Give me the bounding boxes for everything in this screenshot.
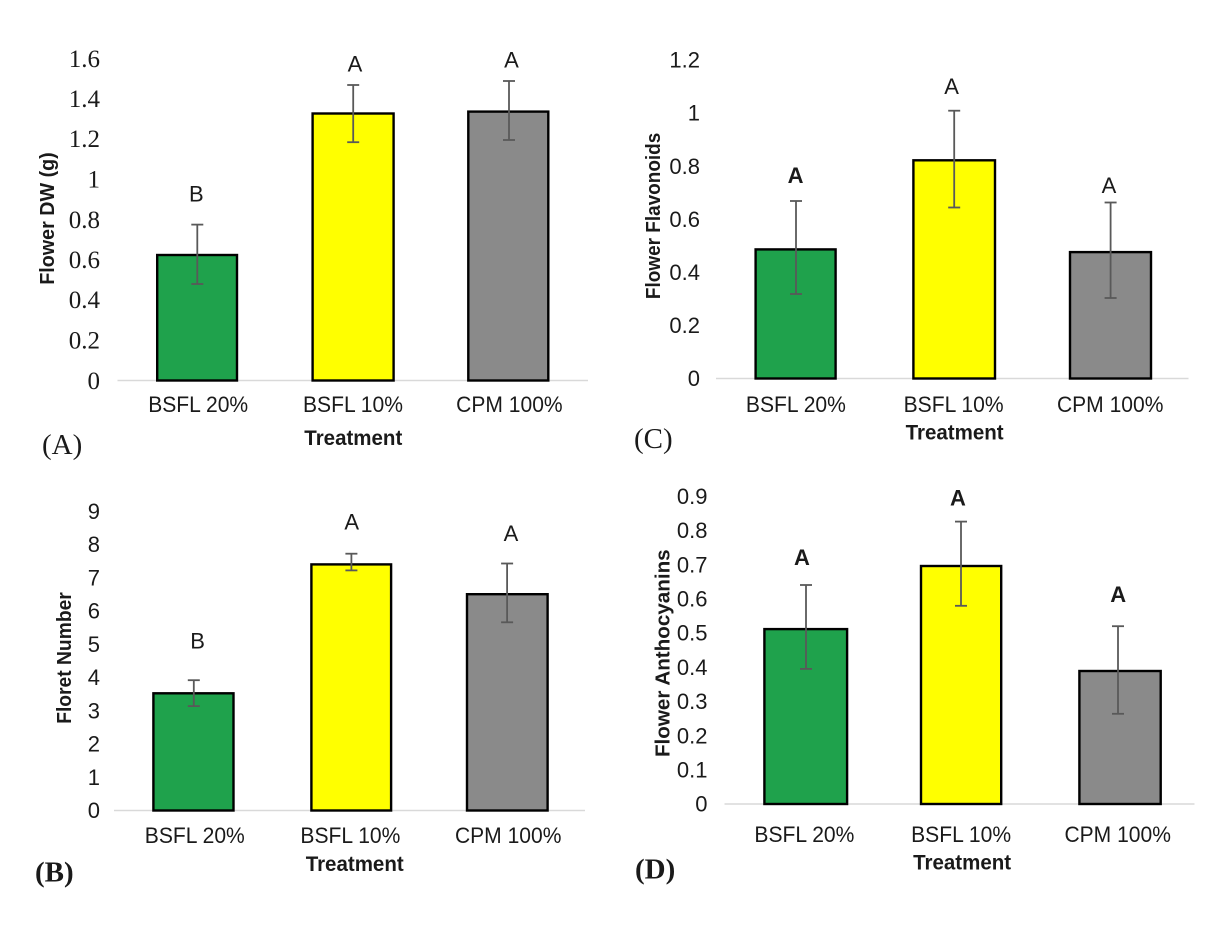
svg-text:CPM 100%: CPM 100% bbox=[456, 392, 563, 417]
svg-text:CPM 100%: CPM 100% bbox=[1064, 822, 1171, 847]
svg-text:0.3: 0.3 bbox=[677, 689, 708, 714]
svg-text:(C): (C) bbox=[634, 423, 673, 455]
svg-text:A: A bbox=[344, 510, 359, 535]
svg-text:BSFL 10%: BSFL 10% bbox=[300, 823, 400, 848]
svg-text:BSFL 20%: BSFL 20% bbox=[148, 392, 248, 417]
svg-text:0.6: 0.6 bbox=[677, 587, 708, 612]
svg-text:8: 8 bbox=[88, 532, 100, 557]
svg-text:0: 0 bbox=[88, 798, 100, 823]
svg-text:A: A bbox=[348, 52, 363, 77]
svg-text:0: 0 bbox=[88, 368, 101, 395]
svg-text:1: 1 bbox=[88, 765, 100, 790]
svg-text:9: 9 bbox=[88, 499, 100, 524]
svg-text:0.2: 0.2 bbox=[69, 328, 100, 355]
svg-text:BSFL 20%: BSFL 20% bbox=[746, 392, 846, 417]
svg-text:A: A bbox=[950, 486, 966, 511]
svg-text:Treatment: Treatment bbox=[306, 853, 404, 876]
svg-text:A: A bbox=[1110, 582, 1126, 607]
svg-text:Treatment: Treatment bbox=[906, 422, 1004, 445]
svg-text:1: 1 bbox=[88, 167, 101, 194]
svg-text:0.4: 0.4 bbox=[69, 287, 101, 314]
svg-text:Flower Flavonoids: Flower Flavonoids bbox=[643, 133, 665, 299]
svg-text:0.2: 0.2 bbox=[669, 313, 700, 338]
svg-text:Flower DW (g): Flower DW (g) bbox=[37, 152, 59, 285]
svg-text:BSFL 10%: BSFL 10% bbox=[911, 822, 1011, 847]
svg-text:1.2: 1.2 bbox=[669, 48, 700, 73]
svg-text:A: A bbox=[1102, 173, 1117, 198]
svg-text:A: A bbox=[504, 521, 519, 546]
svg-text:A: A bbox=[788, 163, 804, 188]
svg-text:(D): (D) bbox=[635, 854, 675, 886]
svg-text:A: A bbox=[794, 545, 810, 570]
svg-text:CPM 100%: CPM 100% bbox=[455, 823, 562, 848]
svg-text:CPM 100%: CPM 100% bbox=[1057, 392, 1164, 417]
svg-text:0.6: 0.6 bbox=[69, 247, 100, 274]
svg-text:A: A bbox=[504, 47, 519, 72]
svg-text:Treatment: Treatment bbox=[913, 852, 1011, 875]
svg-text:0.9: 0.9 bbox=[677, 484, 708, 509]
svg-text:Flower Anthocyanins: Flower Anthocyanins bbox=[653, 549, 675, 757]
svg-text:0: 0 bbox=[695, 792, 707, 817]
svg-text:0.7: 0.7 bbox=[677, 552, 708, 577]
svg-text:1.6: 1.6 bbox=[69, 46, 100, 73]
svg-text:2: 2 bbox=[88, 732, 100, 757]
svg-text:0: 0 bbox=[688, 366, 700, 391]
svg-text:0.4: 0.4 bbox=[677, 655, 708, 680]
svg-text:4: 4 bbox=[88, 665, 100, 690]
svg-text:6: 6 bbox=[88, 599, 100, 624]
svg-text:(B): (B) bbox=[35, 856, 74, 888]
svg-text:0.8: 0.8 bbox=[69, 207, 100, 234]
svg-text:1: 1 bbox=[688, 101, 700, 126]
svg-text:0.2: 0.2 bbox=[677, 723, 708, 748]
svg-text:0.6: 0.6 bbox=[669, 207, 700, 232]
svg-text:Floret Number: Floret Number bbox=[54, 592, 76, 724]
svg-text:B: B bbox=[189, 182, 204, 207]
svg-text:B: B bbox=[190, 629, 205, 654]
svg-text:1.4: 1.4 bbox=[69, 86, 101, 113]
svg-text:(A): (A) bbox=[42, 429, 82, 461]
svg-text:0.1: 0.1 bbox=[677, 758, 708, 783]
svg-text:0.4: 0.4 bbox=[669, 260, 700, 285]
svg-text:5: 5 bbox=[88, 632, 100, 657]
svg-text:BSFL 20%: BSFL 20% bbox=[145, 823, 245, 848]
svg-text:Treatment: Treatment bbox=[304, 427, 402, 450]
svg-text:BSFL 10%: BSFL 10% bbox=[904, 392, 1004, 417]
svg-text:1.2: 1.2 bbox=[69, 126, 100, 153]
svg-text:3: 3 bbox=[88, 699, 100, 724]
svg-text:0.8: 0.8 bbox=[677, 518, 708, 543]
svg-text:A: A bbox=[944, 74, 959, 99]
svg-text:7: 7 bbox=[88, 566, 100, 591]
svg-text:0.5: 0.5 bbox=[677, 621, 708, 646]
svg-text:BSFL 20%: BSFL 20% bbox=[754, 822, 854, 847]
svg-text:BSFL 10%: BSFL 10% bbox=[303, 392, 403, 417]
svg-text:0.8: 0.8 bbox=[669, 154, 700, 179]
